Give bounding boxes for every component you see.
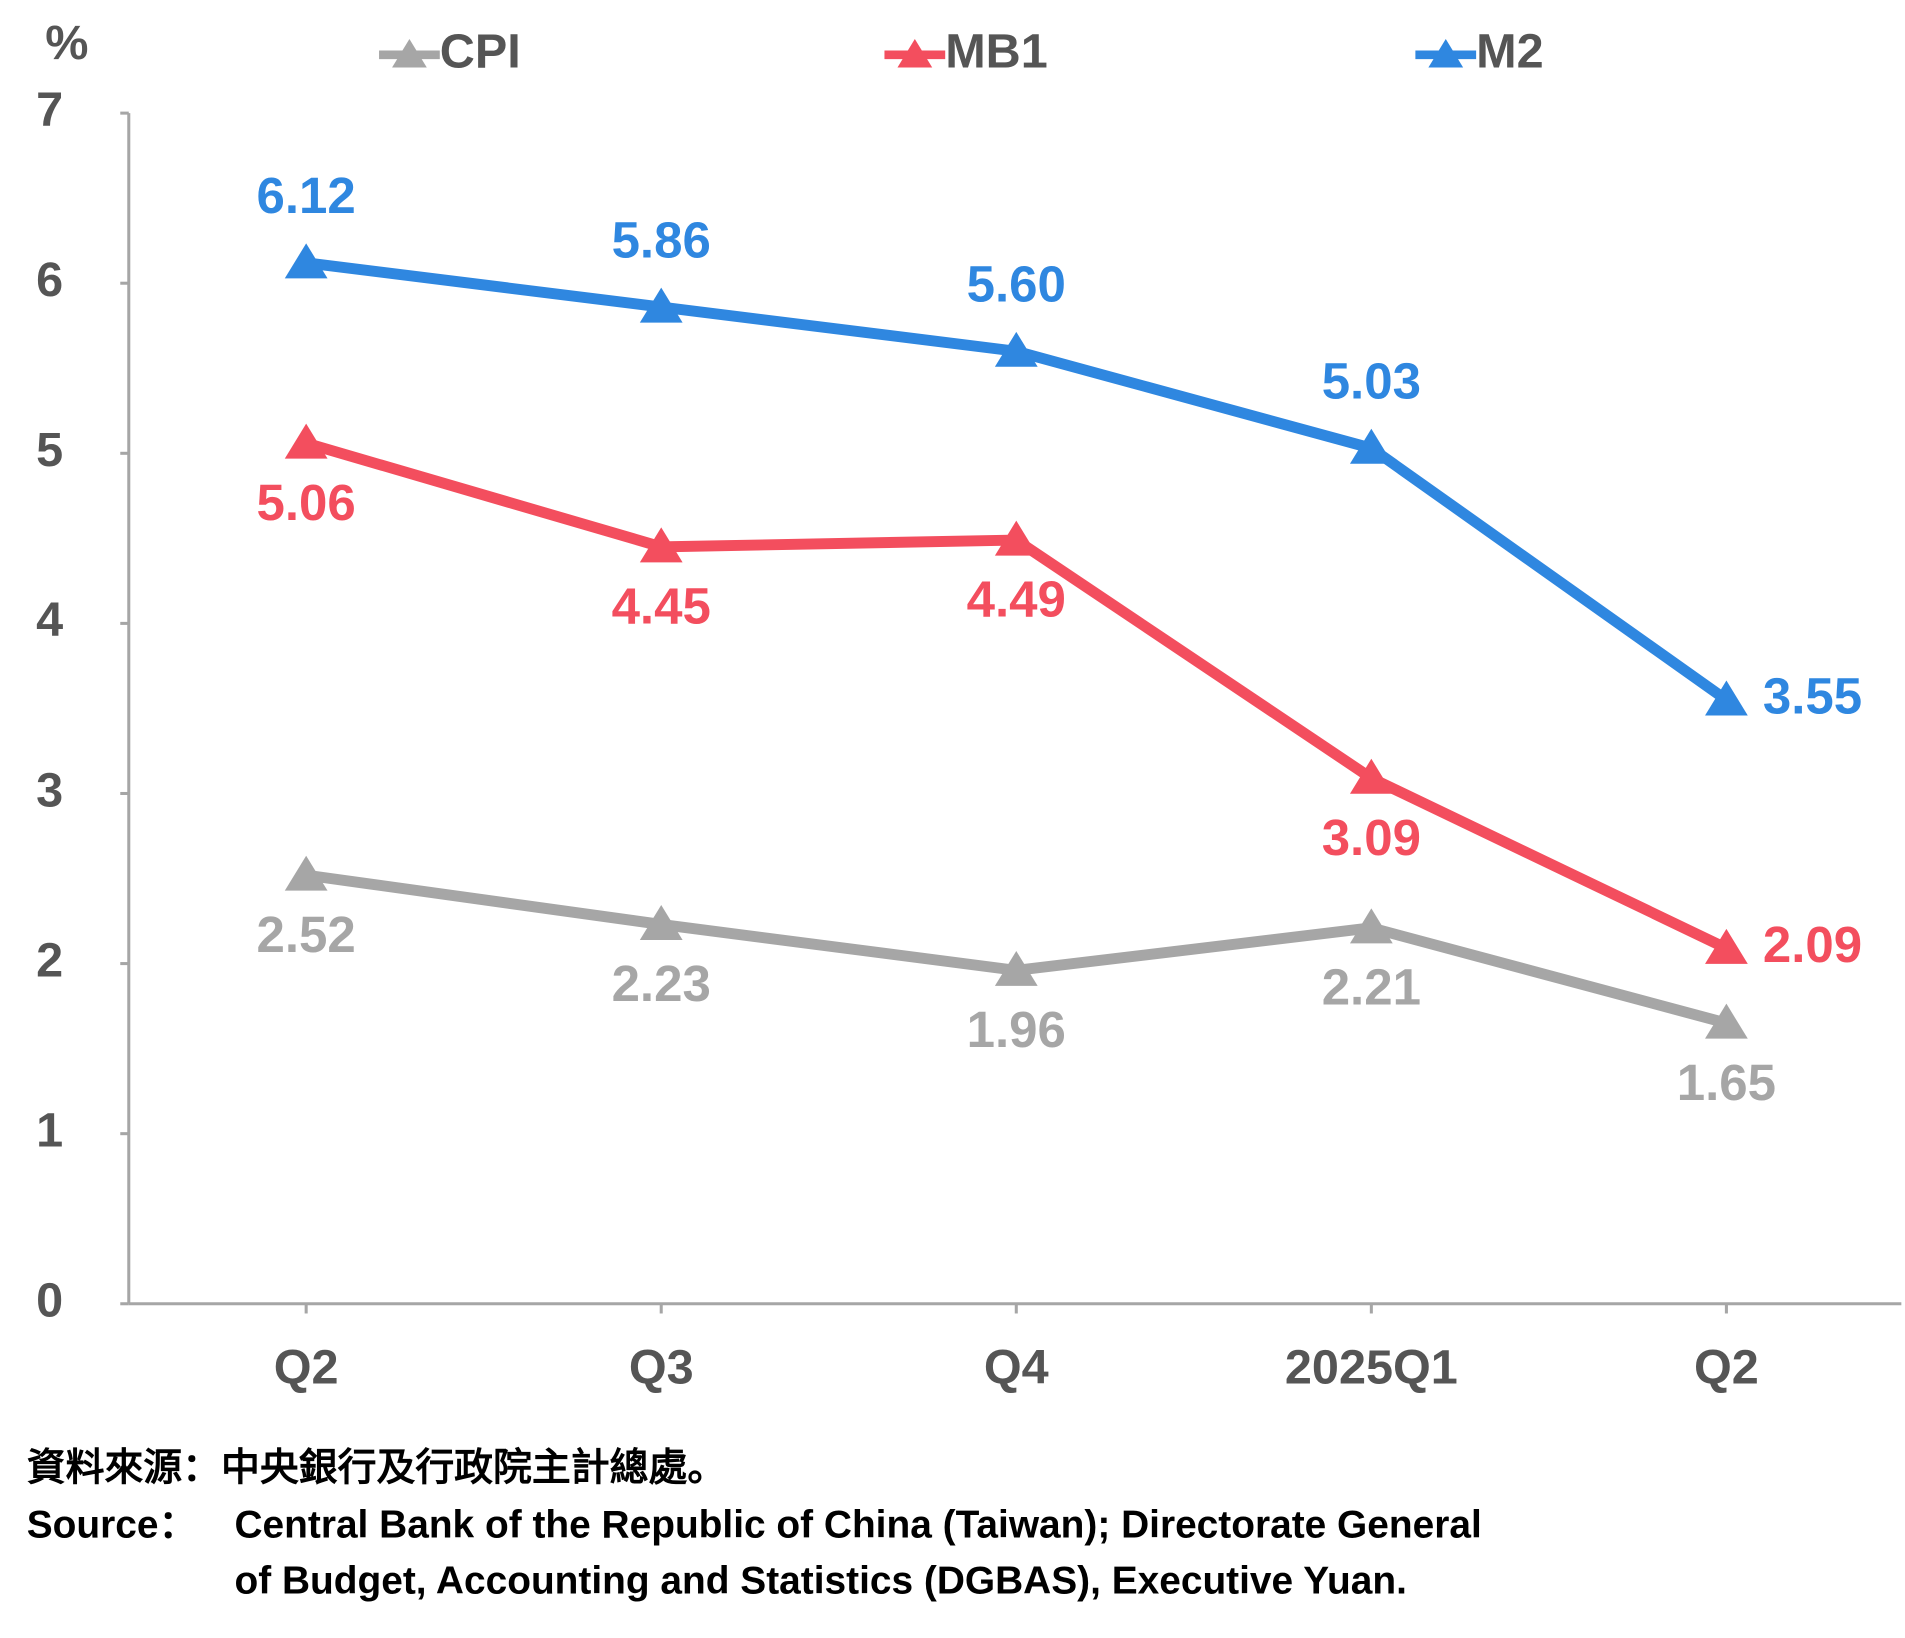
point-marker — [1705, 1003, 1748, 1039]
data-label: 1.96 — [967, 1001, 1066, 1058]
y-tick-label: 3 — [36, 763, 63, 817]
legend-label: MB1 — [945, 25, 1048, 79]
data-label: 3.09 — [1322, 809, 1421, 866]
point-marker — [284, 423, 328, 459]
data-label: 1.65 — [1677, 1054, 1776, 1111]
point-marker — [994, 331, 1038, 367]
data-label: 2.52 — [257, 906, 356, 963]
y-tick-label: 4 — [36, 593, 63, 647]
point-marker — [639, 527, 683, 563]
footer-source-line: Central Bank of the Republic of China (T… — [234, 1504, 1481, 1547]
x-tick-label: Q3 — [629, 1340, 694, 1394]
data-label: 5.60 — [967, 256, 1066, 313]
footer-source-label: Source： — [27, 1504, 198, 1547]
y-tick-label: 7 — [36, 83, 63, 137]
y-tick-label: 2 — [36, 933, 63, 987]
legend-label: CPI — [440, 25, 521, 79]
series-line — [304, 437, 1729, 954]
data-label: 6.12 — [257, 167, 356, 224]
data-label: 4.49 — [967, 571, 1066, 628]
data-label: 5.06 — [257, 474, 356, 531]
point-marker — [284, 243, 328, 279]
y-tick-label: 1 — [36, 1103, 63, 1157]
point-marker — [994, 520, 1038, 556]
point-marker — [1349, 908, 1393, 944]
point-marker — [639, 905, 683, 941]
x-tick-label: 2025Q1 — [1285, 1340, 1458, 1394]
point-marker — [284, 855, 328, 891]
data-label: 4.45 — [612, 578, 711, 635]
data-label: 2.09 — [1763, 916, 1862, 973]
data-label: 2.23 — [612, 955, 711, 1012]
point-marker — [639, 287, 683, 323]
y-tick-label: 5 — [36, 423, 63, 477]
x-tick-label: Q2 — [1694, 1340, 1759, 1394]
footer-zh: 資料來源：中央銀行及行政院主計總處。 — [27, 1446, 726, 1489]
data-label: 2.21 — [1322, 959, 1421, 1016]
point-marker — [1705, 680, 1748, 716]
footer-source-line: of Budget, Accounting and Statistics (DG… — [234, 1559, 1406, 1602]
y-axis-unit: % — [45, 16, 88, 70]
x-tick-label: Q2 — [274, 1340, 339, 1394]
legend-marker — [1428, 39, 1464, 68]
x-tick-label: Q4 — [984, 1340, 1049, 1394]
series-line — [305, 257, 1730, 705]
point-marker — [1705, 928, 1748, 964]
point-marker — [994, 950, 1038, 986]
point-marker — [1349, 758, 1393, 794]
point-marker — [1349, 428, 1393, 464]
data-label: 3.55 — [1763, 667, 1862, 724]
data-label: 5.86 — [612, 211, 711, 268]
data-label: 5.03 — [1322, 353, 1421, 410]
legend-marker — [897, 39, 933, 68]
y-tick-label: 0 — [36, 1274, 63, 1328]
y-tick-label: 6 — [36, 253, 63, 307]
legend-marker — [392, 39, 427, 68]
legend-label: M2 — [1476, 25, 1543, 79]
